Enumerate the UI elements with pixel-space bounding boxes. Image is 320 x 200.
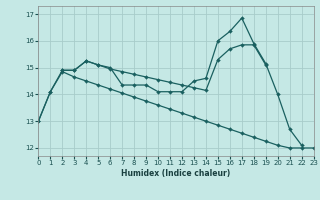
X-axis label: Humidex (Indice chaleur): Humidex (Indice chaleur) <box>121 169 231 178</box>
